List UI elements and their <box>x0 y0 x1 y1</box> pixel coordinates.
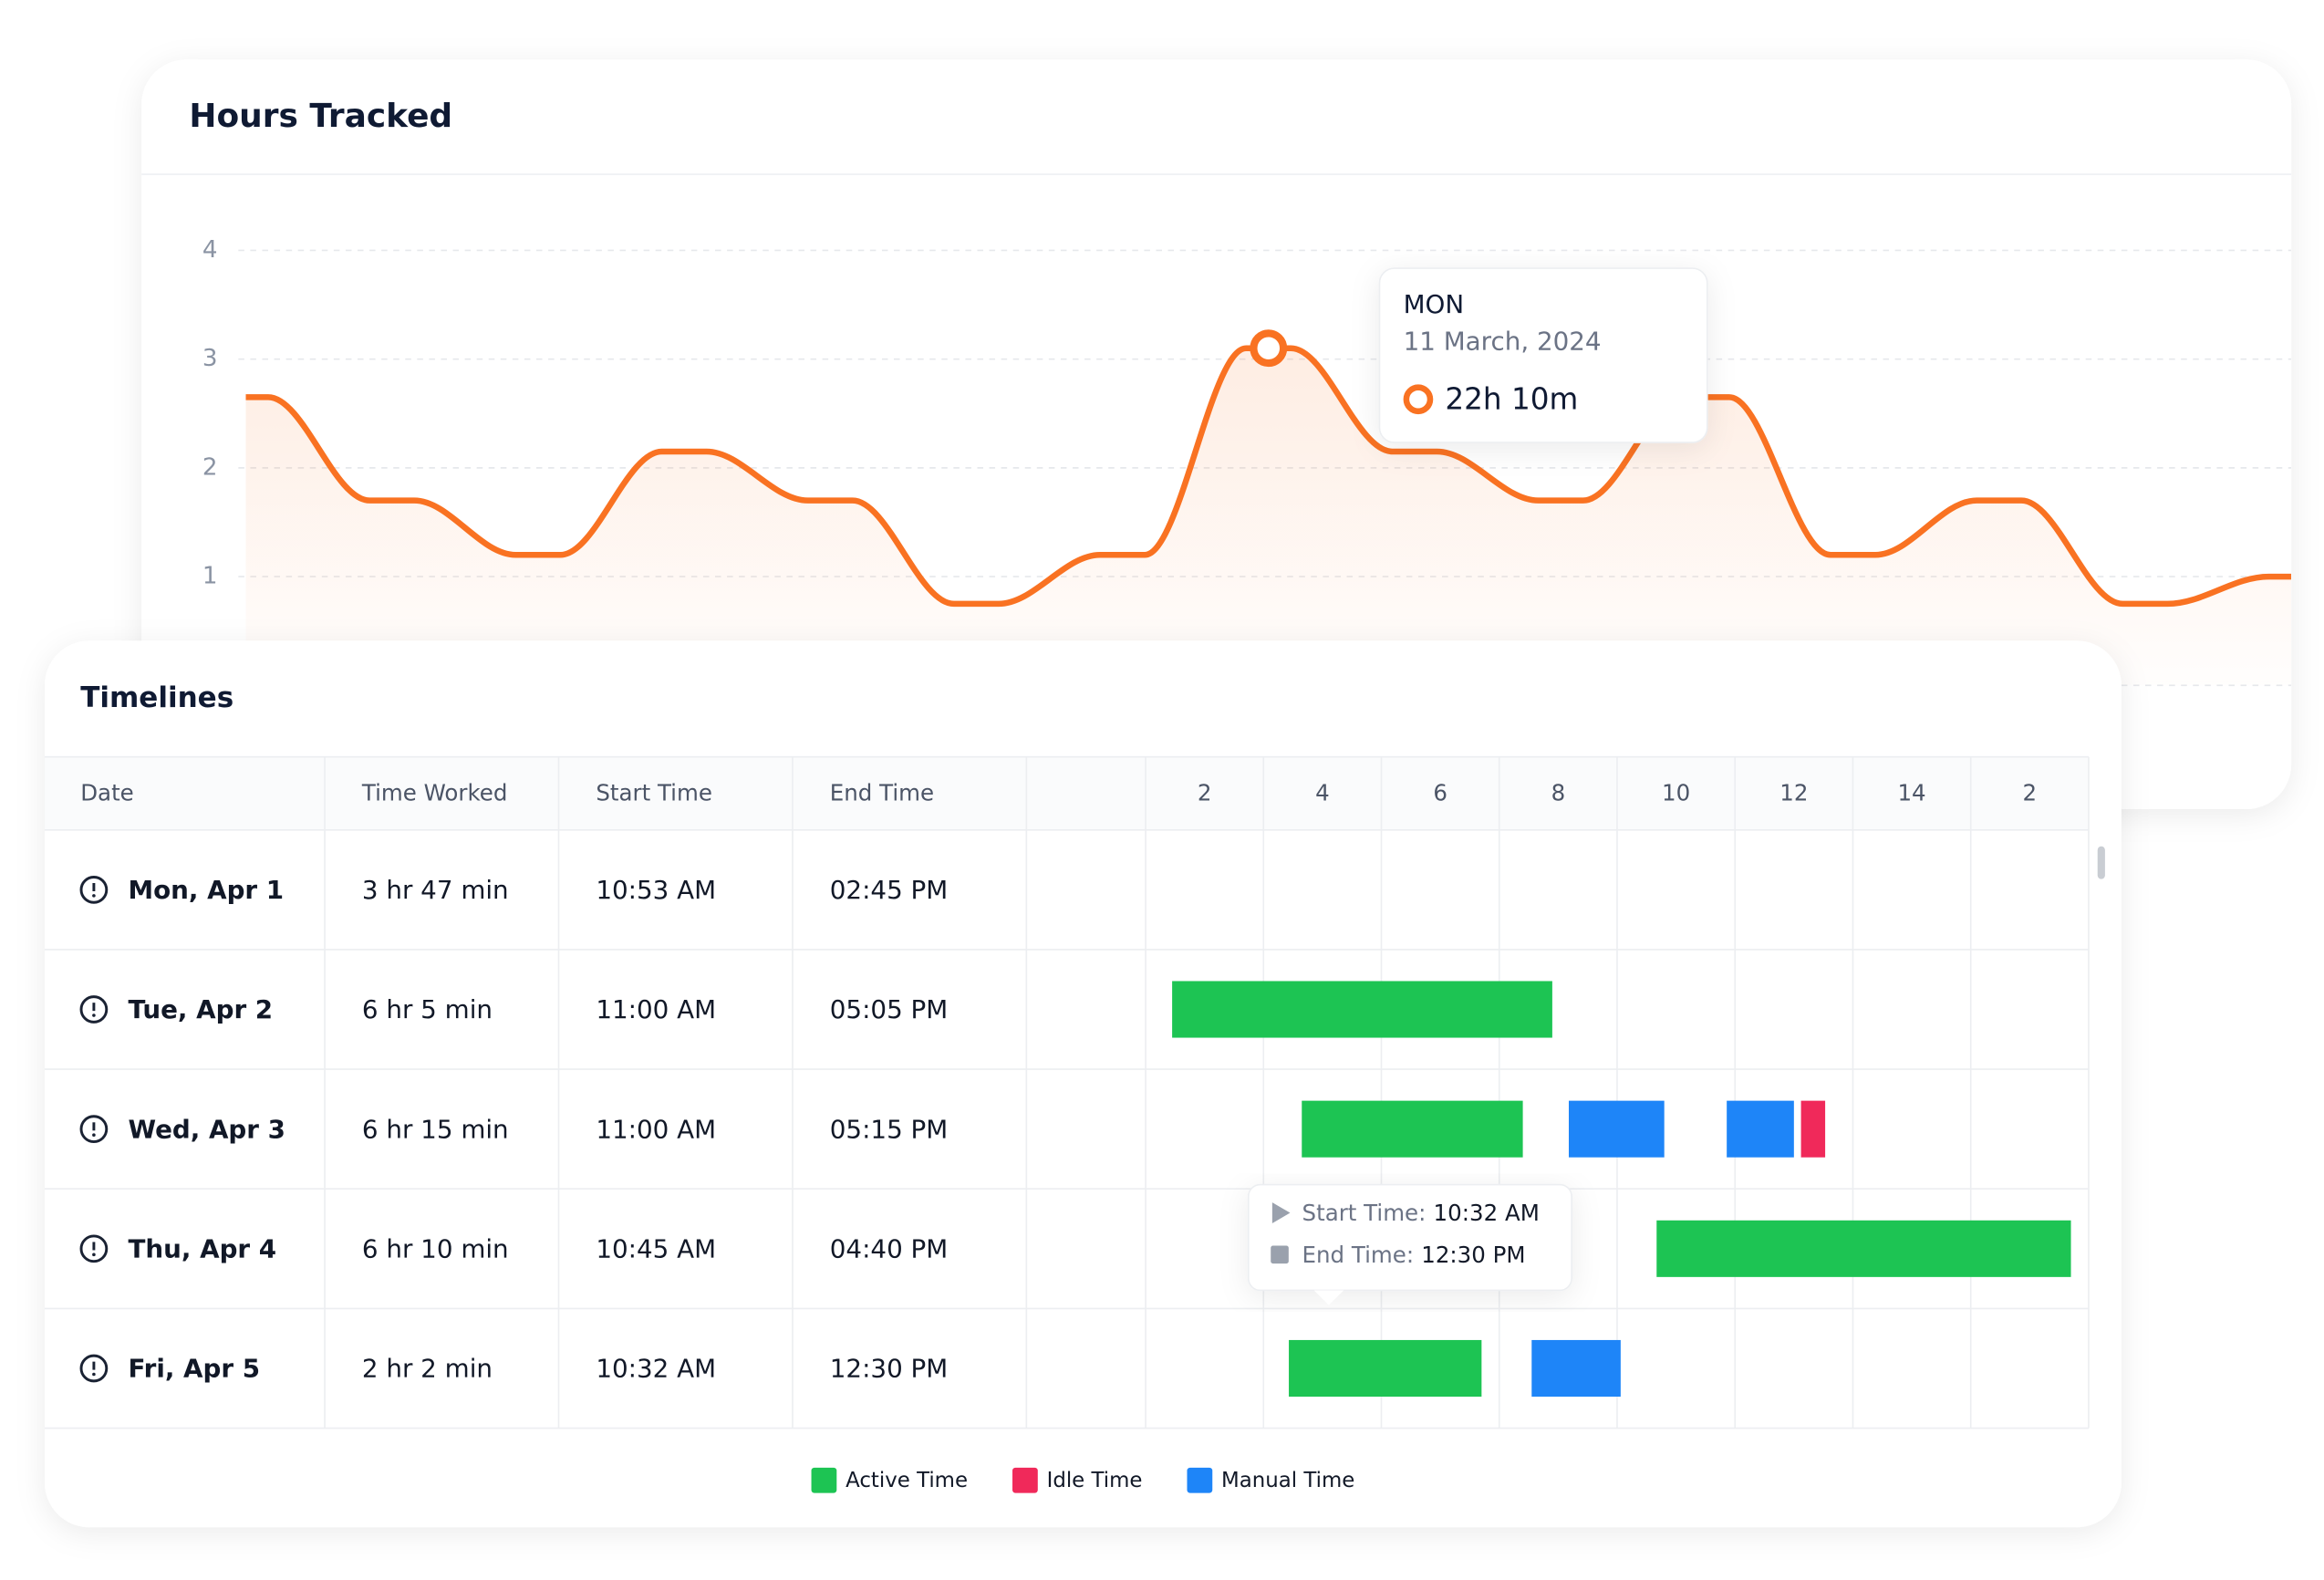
line-area <box>245 348 2292 686</box>
y-tick-label: 3 <box>202 345 218 372</box>
cell-start: 10:53 AM <box>596 875 716 905</box>
timeline-bar <box>1656 1220 2071 1277</box>
warning-icon-dot <box>92 1013 96 1017</box>
x-tick-label: 4 <box>1315 780 1330 806</box>
scrollbar <box>2097 846 2105 879</box>
tooltip-label: Start Time: <box>1302 1200 1427 1226</box>
legend-label: Active Time <box>846 1469 968 1492</box>
tooltip: MON 11 March, 2024 22h 10m <box>1378 267 1708 443</box>
timeline-bar <box>1727 1100 1794 1158</box>
line <box>245 345 2292 608</box>
stop-icon <box>1271 1245 1289 1264</box>
timeline-bar <box>1172 981 1552 1038</box>
x-tick-label: 12 <box>1779 780 1808 806</box>
tooltip-day: MON <box>1404 289 1465 319</box>
timelines-card: Timelines Date Time Worked Start Time End T… <box>45 640 2122 1528</box>
column-header: Time Worked <box>361 780 508 806</box>
card-title: Hours Tracked <box>189 98 452 135</box>
x-tick-label: 6 <box>1433 780 1447 806</box>
warning-icon <box>79 1115 109 1144</box>
x-tick-label: 2 <box>1198 780 1212 806</box>
cell-start: 11:00 AM <box>596 994 716 1024</box>
cell-end: 04:40 PM <box>830 1233 948 1263</box>
legend-swatch <box>1187 1467 1213 1493</box>
y-tick-label: 2 <box>202 453 218 481</box>
legend-swatch <box>1012 1467 1038 1493</box>
cell-start: 10:32 AM <box>596 1354 716 1384</box>
timeline-bar <box>1800 1100 1826 1158</box>
cell-date: Mon, Apr 1 <box>128 875 284 905</box>
table-header-bg <box>45 756 2089 830</box>
warning-icon-dot <box>92 1372 96 1377</box>
point-marker <box>1250 329 1288 368</box>
y-tick-label: 4 <box>202 236 218 264</box>
cell-end: 02:45 PM <box>830 875 948 905</box>
card-bg <box>45 640 2122 1528</box>
tooltip-value: 12:30 PM <box>1421 1242 1525 1268</box>
legend-swatch <box>811 1467 837 1493</box>
column-header: Start Time <box>596 780 712 806</box>
warning-icon <box>79 1234 109 1263</box>
cell-end: 05:15 PM <box>830 1114 948 1144</box>
timeline-bar <box>1302 1100 1523 1158</box>
cell-end: 12:30 PM <box>830 1354 948 1384</box>
cell-worked: 3 hr 47 min <box>362 875 509 905</box>
x-tick-label: 10 <box>1662 780 1690 806</box>
warning-icon <box>79 875 109 904</box>
tooltip-date: 11 March, 2024 <box>1404 327 1602 357</box>
tooltip-value: 10:32 AM <box>1434 1200 1540 1226</box>
warning-icon <box>79 1354 109 1383</box>
tooltip-value: 22h 10m <box>1445 381 1578 416</box>
cell-worked: 6 hr 10 min <box>362 1233 509 1263</box>
cell-date: Fri, Apr 5 <box>128 1354 260 1384</box>
tooltip-label: End Time: <box>1302 1242 1415 1268</box>
x-tick-label: 8 <box>1551 780 1566 806</box>
cell-date: Tue, Apr 2 <box>128 994 273 1024</box>
play-icon <box>1271 1202 1291 1223</box>
tooltip-pointer <box>1313 1290 1344 1305</box>
timeline-bar <box>1289 1339 1482 1398</box>
card-title: Timelines <box>80 681 233 714</box>
tooltip-dot <box>1403 384 1434 415</box>
warning-icon-dot <box>92 1133 96 1137</box>
column-header: End Time <box>830 780 934 806</box>
legend: Active Time Idle Time Manual Time <box>811 1467 1354 1493</box>
warning-icon <box>79 995 109 1024</box>
table: Date Time Worked Start Time End Time 2 4 6 8 10 1… <box>45 755 2090 1429</box>
tooltip-bg <box>1247 1183 1572 1292</box>
cell-date: Thu, Apr 4 <box>128 1233 276 1263</box>
legend-label: Idle Time <box>1047 1469 1143 1492</box>
cell-start: 11:00 AM <box>596 1114 716 1144</box>
y-tick-label: 1 <box>202 563 218 590</box>
timeline-tooltip: Start Time: End Time: 10:32 AM 12:30 PM <box>1247 1183 1572 1305</box>
cell-end: 05:05 PM <box>830 994 948 1024</box>
warning-icon-dot <box>92 894 96 898</box>
x-tick-label: 2 <box>2023 780 2038 806</box>
timeline-bar <box>1568 1100 1665 1158</box>
tooltip-bg <box>1378 267 1708 443</box>
cell-date: Wed, Apr 3 <box>128 1114 285 1144</box>
legend-label: Manual Time <box>1221 1469 1354 1492</box>
column-header: Date <box>80 780 134 806</box>
cell-worked: 6 hr 5 min <box>362 994 493 1024</box>
x-tick-label: 14 <box>1897 780 1925 806</box>
plot <box>238 249 2292 687</box>
cell-worked: 2 hr 2 min <box>362 1354 493 1384</box>
hours-card: Hours Tracked 01234MON11 March, 202422h … <box>141 59 2292 809</box>
warning-icon-dot <box>92 1253 96 1257</box>
cell-worked: 6 hr 15 min <box>362 1114 509 1144</box>
cell-start: 10:45 AM <box>596 1233 716 1263</box>
timeline-bar <box>1531 1339 1621 1398</box>
